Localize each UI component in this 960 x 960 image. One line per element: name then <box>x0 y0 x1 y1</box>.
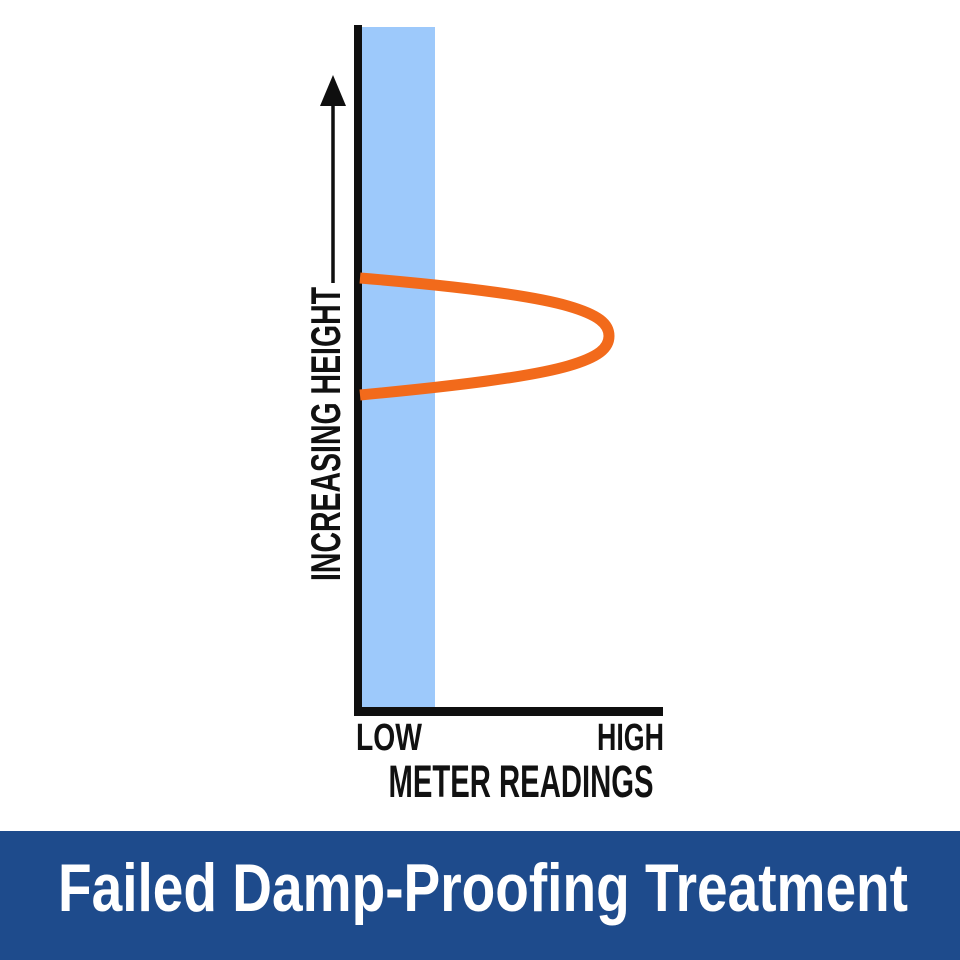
up-arrow-icon <box>320 75 346 283</box>
y-axis-label: INCREASING HEIGHT <box>302 287 349 581</box>
x-axis-label: METER READINGS <box>389 756 654 807</box>
meter-reading-curve <box>359 272 615 401</box>
wall-band <box>362 27 435 708</box>
y-axis-line <box>354 25 362 716</box>
x-tick-low: LOW <box>356 717 422 759</box>
title-banner <box>0 831 960 960</box>
x-axis-line <box>354 707 663 716</box>
page-title: Failed Damp-Proofing Treatment <box>58 850 908 926</box>
x-tick-high: HIGH <box>597 717 664 759</box>
